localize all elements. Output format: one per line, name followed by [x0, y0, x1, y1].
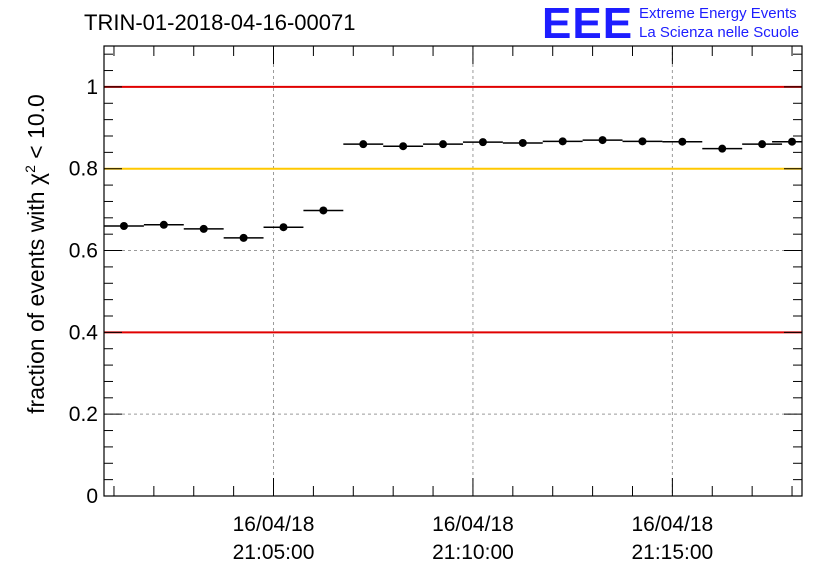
data-point: [718, 144, 727, 153]
x-tick-date-label: 16/04/18: [631, 513, 713, 536]
data-point: [518, 138, 527, 147]
data-point: [319, 206, 328, 215]
y-tick-label: 0.2: [69, 403, 98, 426]
y-tick-label: 0.4: [69, 321, 99, 344]
y-tick-label: 0.6: [69, 240, 98, 263]
data-point: [678, 137, 687, 146]
data-point: [359, 140, 368, 149]
x-tick-time-label: 21:05:00: [233, 541, 315, 564]
x-tick-time-label: 21:10:00: [432, 541, 514, 564]
x-tick-date-label: 16/04/18: [432, 513, 514, 536]
data-point: [638, 137, 647, 146]
chart-title: TRIN-01-2018-04-16-00071: [84, 10, 356, 35]
x-tick-date-label: 16/04/18: [233, 513, 315, 536]
data-point: [788, 137, 797, 146]
plot-frame: [103, 45, 803, 497]
y-tick-label: 0.8: [69, 158, 98, 181]
y-tick-label: 0: [86, 485, 98, 508]
data-point: [239, 233, 248, 242]
logo-text: Extreme Energy Events La Scienza nelle S…: [639, 4, 799, 42]
data-point: [558, 137, 567, 146]
data-point: [159, 220, 168, 229]
data-point: [279, 223, 288, 232]
y-tick-label: 1: [86, 76, 98, 99]
logo-line-1: Extreme Energy Events: [639, 5, 797, 22]
data-point: [199, 224, 208, 233]
data-point: [758, 140, 767, 149]
data-point: [439, 140, 448, 149]
logo-mark: EEE: [542, 0, 634, 48]
data-point: [399, 142, 408, 151]
x-tick-time-label: 21:15:00: [631, 541, 713, 564]
eee-logo: EEE Extreme Energy Events La Scienza nel…: [542, 2, 799, 46]
logo-line-2: La Scienza nelle Scuole: [639, 24, 800, 41]
data-point: [119, 222, 128, 230]
data-point: [598, 136, 607, 145]
data-point: [478, 138, 487, 147]
